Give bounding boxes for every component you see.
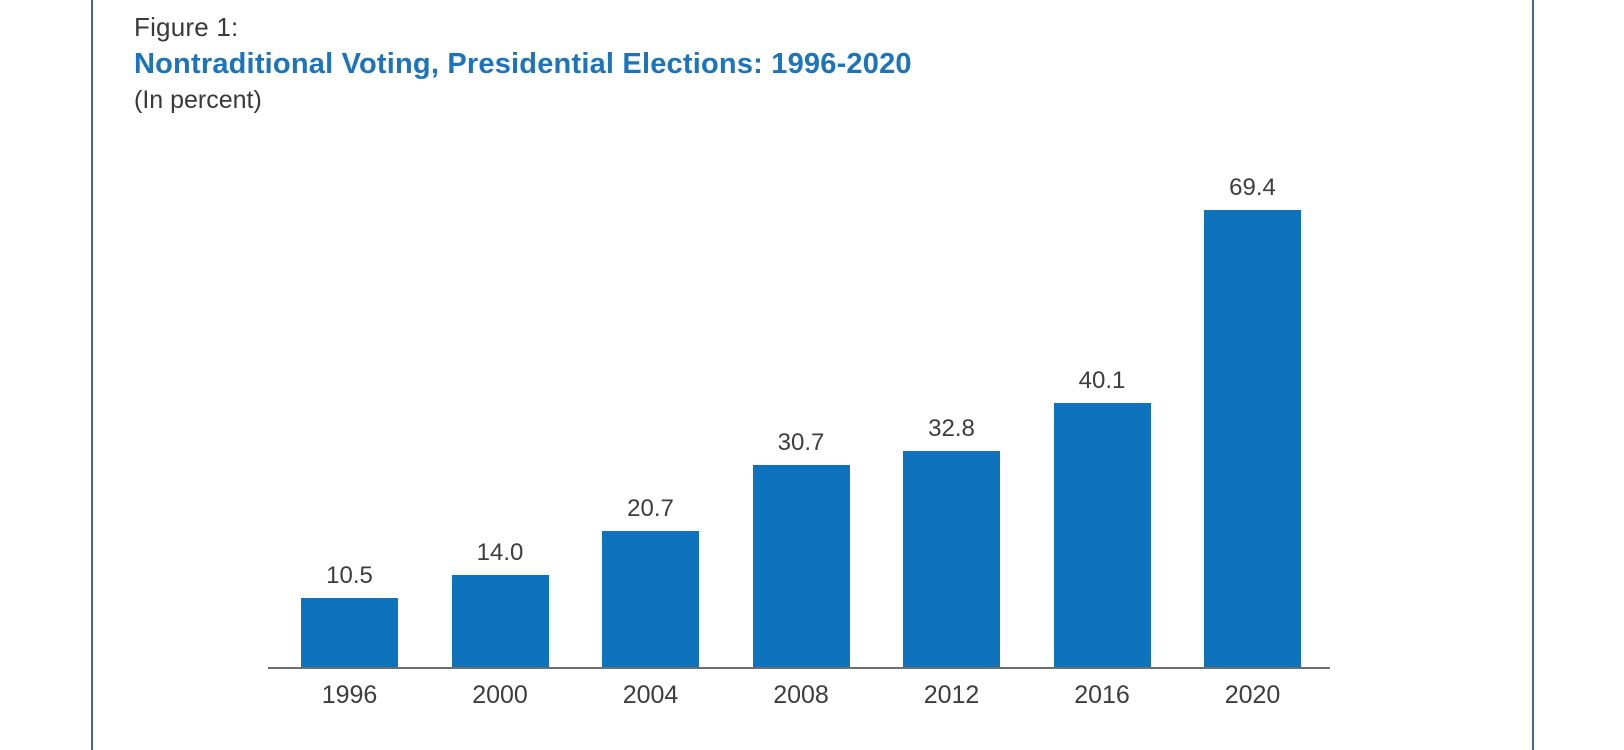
figure-label: Figure 1: — [134, 12, 239, 42]
bar-value-label-2012: 32.8 — [928, 415, 975, 442]
bar-value-label-1996: 10.5 — [326, 562, 373, 589]
x-tick-label-2012: 2012 — [923, 681, 980, 709]
bar-1996 — [301, 598, 398, 667]
bar-value-label-2016: 40.1 — [1078, 367, 1126, 394]
bar-value-label-2020: 69.4 — [1229, 174, 1276, 201]
bar-2000 — [451, 575, 549, 667]
page-left-rule — [91, 0, 93, 750]
bar-2008 — [752, 465, 850, 667]
bar-value-label-2008: 30.7 — [777, 429, 825, 456]
bar-2020 — [1204, 210, 1301, 667]
x-tick-label-2016: 2016 — [1074, 681, 1130, 709]
page-right-rule — [1532, 0, 1534, 750]
figure-title: Nontraditional Voting, Presidential Elec… — [134, 48, 912, 80]
x-tick-label-2000: 2000 — [472, 681, 528, 709]
x-tick-label-2004: 2004 — [622, 681, 679, 709]
bar-2016 — [1053, 403, 1151, 667]
bar-value-label-2004: 20.7 — [627, 495, 674, 522]
figure-units-note: (In percent) — [134, 86, 262, 114]
x-axis-line — [268, 667, 1330, 669]
bar-chart: 10.5 1996 14.0 2000 20.7 2004 30.7 2008 32.8 2012… — [268, 150, 1330, 750]
bar-2012 — [903, 451, 1000, 667]
bar-2004 — [602, 531, 699, 667]
x-tick-label-2008: 2008 — [773, 681, 829, 709]
x-tick-label-1996: 1996 — [321, 681, 378, 709]
x-tick-label-2020: 2020 — [1224, 681, 1281, 709]
bar-value-label-2000: 14.0 — [476, 539, 524, 566]
